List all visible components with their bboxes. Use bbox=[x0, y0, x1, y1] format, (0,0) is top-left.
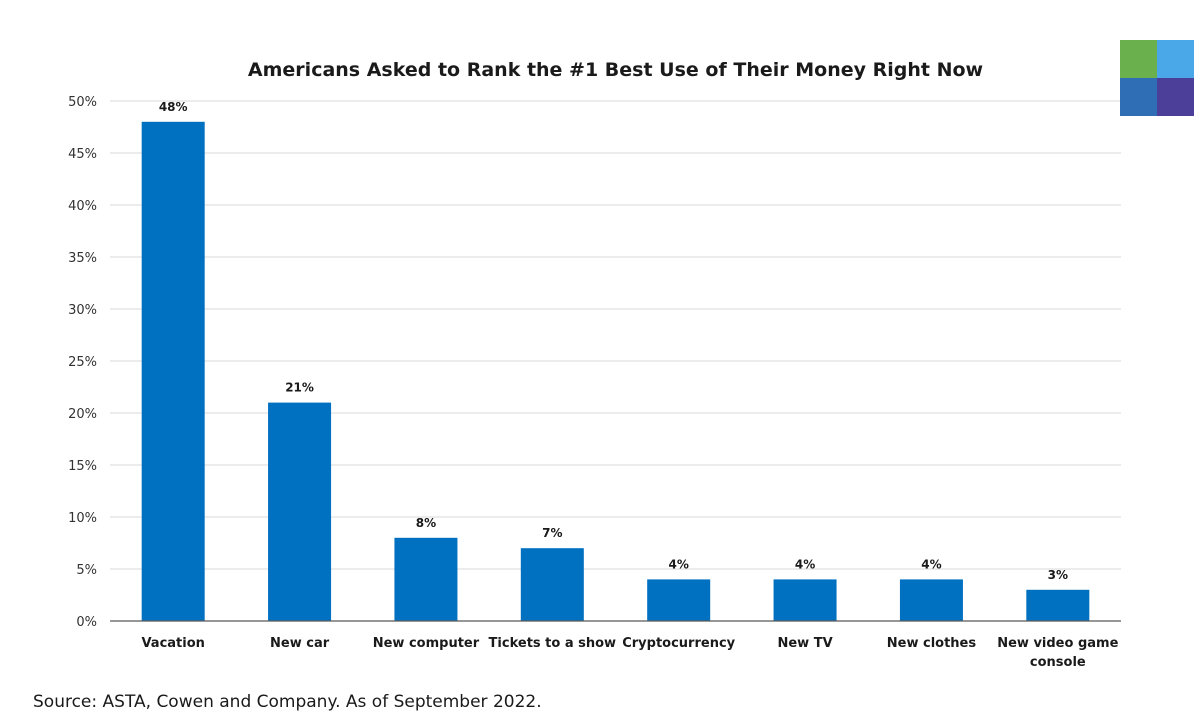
y-tick-label: 0% bbox=[76, 615, 97, 630]
x-tick-label: Cryptocurrency bbox=[622, 636, 735, 651]
x-tick-label: New car bbox=[270, 636, 330, 651]
logo-square-blue bbox=[1120, 78, 1157, 116]
y-tick-label: 35% bbox=[68, 251, 97, 266]
x-tick-label: Vacation bbox=[141, 636, 204, 651]
bar bbox=[1026, 589, 1090, 621]
data-label: 4% bbox=[669, 557, 689, 571]
data-label: 48% bbox=[159, 100, 188, 114]
bar bbox=[773, 579, 837, 621]
y-tick-label: 20% bbox=[68, 407, 97, 422]
x-tick-label-line: console bbox=[1030, 655, 1086, 670]
chart-title: Americans Asked to Rank the #1 Best Use … bbox=[247, 59, 984, 81]
x-tick-label: New TV bbox=[777, 636, 832, 651]
data-label: 8% bbox=[416, 516, 436, 530]
x-tick-label-line: New clothes bbox=[887, 636, 977, 651]
y-tick-label: 40% bbox=[68, 199, 97, 214]
x-tick-label-line: Tickets to a show bbox=[489, 636, 617, 651]
source-note: Source: ASTA, Cowen and Company. As of S… bbox=[33, 692, 542, 712]
y-tick-label: 10% bbox=[68, 511, 97, 526]
y-tick-label: 5% bbox=[76, 563, 97, 578]
y-tick-label: 15% bbox=[68, 459, 97, 474]
x-tick-label: New computer bbox=[373, 636, 480, 651]
x-tick-label: Tickets to a show bbox=[489, 636, 617, 651]
bar bbox=[899, 579, 963, 621]
brand-logo-icon bbox=[1120, 40, 1194, 116]
x-tick-label-line: Cryptocurrency bbox=[622, 636, 735, 651]
data-label: 21% bbox=[285, 381, 314, 395]
logo-square-lightblue bbox=[1157, 40, 1194, 78]
data-label: 3% bbox=[1048, 568, 1068, 582]
bar bbox=[268, 402, 332, 621]
x-tick-label: New clothes bbox=[887, 636, 977, 651]
bar bbox=[647, 579, 711, 621]
x-tick-label-line: Vacation bbox=[141, 636, 204, 651]
data-label: 4% bbox=[795, 557, 815, 571]
y-tick-label: 30% bbox=[68, 303, 97, 318]
x-tick-label-line: New video game bbox=[997, 636, 1118, 651]
bar bbox=[141, 121, 205, 622]
logo-square-green bbox=[1120, 40, 1157, 78]
y-tick-label: 25% bbox=[68, 355, 97, 370]
y-tick-label: 50% bbox=[68, 95, 97, 110]
data-label: 7% bbox=[542, 526, 562, 540]
x-tick-label-line: New TV bbox=[777, 636, 832, 651]
logo-square-purple bbox=[1157, 78, 1194, 116]
bar bbox=[394, 537, 458, 621]
y-tick-label: 45% bbox=[68, 147, 97, 162]
x-tick-label: New video game console bbox=[997, 636, 1118, 670]
bar bbox=[520, 548, 584, 621]
x-tick-label-line: New computer bbox=[373, 636, 480, 651]
x-tick-label-line: New car bbox=[270, 636, 330, 651]
data-label: 4% bbox=[921, 557, 941, 571]
